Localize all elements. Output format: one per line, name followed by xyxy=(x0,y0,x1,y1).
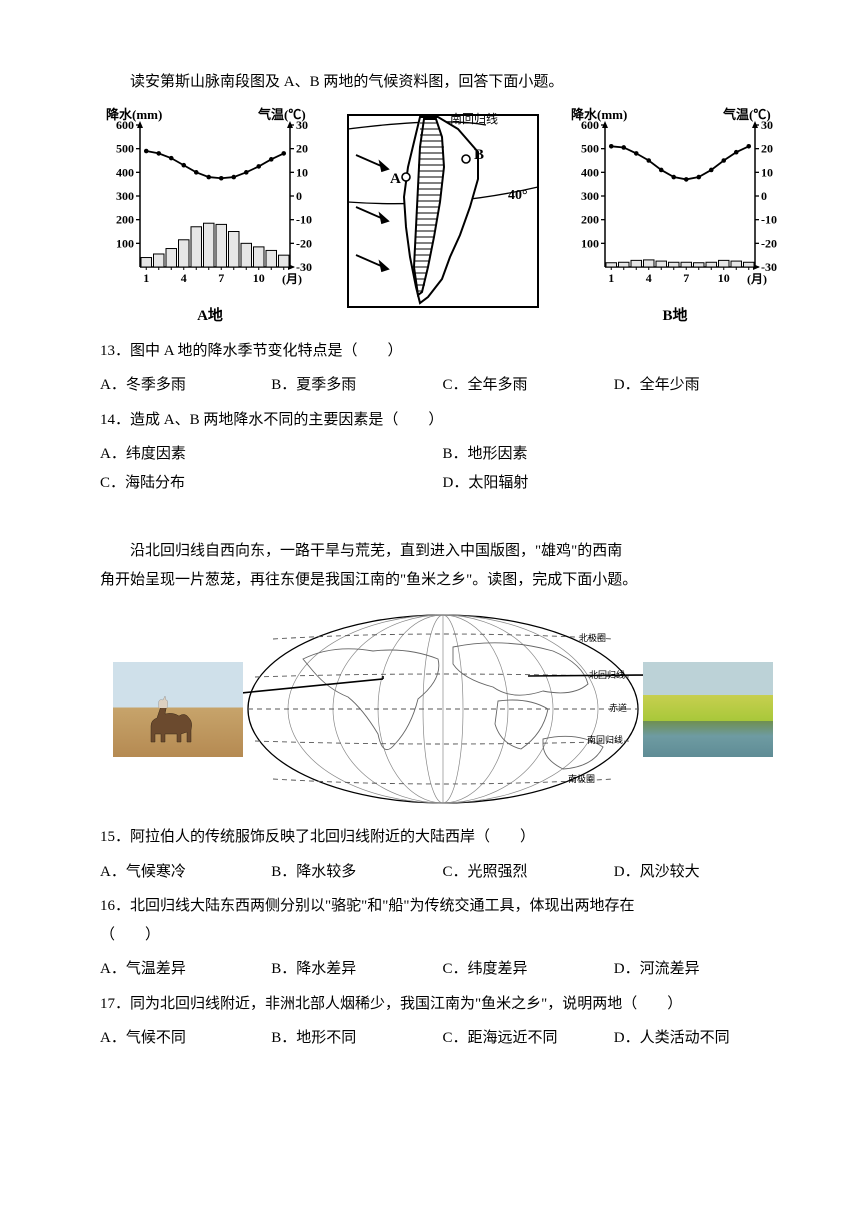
q14-d[interactable]: D．太阳辐射 xyxy=(443,469,786,498)
q13-a[interactable]: A．冬季多雨 xyxy=(100,371,271,400)
q16-stem2: （ ） xyxy=(100,921,785,950)
svg-text:600: 600 xyxy=(581,118,599,132)
svg-text:10: 10 xyxy=(253,271,265,285)
intro-2a: 沿北回归线自西向东，一路干旱与荒芜，直到进入中国版图，"雄鸡"的西南 xyxy=(100,537,785,566)
arctic-label: 北极圈 xyxy=(579,632,606,643)
antarctic-label: 南极圈 xyxy=(568,773,595,784)
svg-text:10: 10 xyxy=(718,271,730,285)
tropic-label: 南回归线 xyxy=(450,111,498,126)
svg-text:500: 500 xyxy=(581,141,599,155)
q16-c[interactable]: C．纬度差异 xyxy=(443,955,614,984)
q17-options: A．气候不同 B．地形不同 C．距海远近不同 D．人类活动不同 xyxy=(100,1024,785,1053)
svg-text:10: 10 xyxy=(296,165,308,179)
equator-label: 赤道 xyxy=(609,702,627,713)
q14-c[interactable]: C．海陆分布 xyxy=(100,469,443,498)
q16-stem: 16．北回归线大陆东西两侧分别以"骆驼"和"船"为传统交通工具，体现出两地存在 xyxy=(100,892,785,921)
intro-2b: 角开始呈现一片葱茏，再往东便是我国江南的"鱼米之乡"。读图，完成下面小题。 xyxy=(100,566,785,595)
svg-text:(月): (月) xyxy=(747,272,767,286)
q13-b[interactable]: B．夏季多雨 xyxy=(271,371,442,400)
q14-b[interactable]: B．地形因素 xyxy=(443,440,786,469)
central-map: 南回归线 40° xyxy=(338,107,548,328)
svg-text:0: 0 xyxy=(761,189,767,203)
svg-text:0: 0 xyxy=(296,189,302,203)
svg-text:降水(mm): 降水(mm) xyxy=(106,107,162,122)
q15-b[interactable]: B．降水较多 xyxy=(271,858,442,887)
river-photo xyxy=(643,662,773,757)
q14-a[interactable]: A．纬度因素 xyxy=(100,440,443,469)
chart-b: 降水(mm)气温(℃)100200300400500600-30-20-1001… xyxy=(565,107,785,331)
q14-options: A．纬度因素 B．地形因素 C．海陆分布 D．太阳辐射 xyxy=(100,440,785,497)
svg-text:20: 20 xyxy=(296,141,308,155)
svg-text:30: 30 xyxy=(761,118,773,132)
svg-text:300: 300 xyxy=(116,189,134,203)
svg-text:-20: -20 xyxy=(761,236,777,250)
svg-text:4: 4 xyxy=(646,271,652,285)
q17-a[interactable]: A．气候不同 xyxy=(100,1024,271,1053)
desert-photo xyxy=(113,662,243,757)
svg-text:1: 1 xyxy=(608,271,614,285)
q17-d[interactable]: D．人类活动不同 xyxy=(614,1024,785,1053)
svg-text:200: 200 xyxy=(581,212,599,226)
svg-text:400: 400 xyxy=(581,165,599,179)
q16-a[interactable]: A．气温差异 xyxy=(100,955,271,984)
camel-icon xyxy=(143,694,203,749)
world-map-svg: 北极圈 北回归线 赤道 南回归线 南极圈 xyxy=(243,609,643,809)
q13-options: A．冬季多雨 B．夏季多雨 C．全年多雨 D．全年少雨 xyxy=(100,371,785,400)
svg-text:10: 10 xyxy=(761,165,773,179)
chart-b-svg: 降水(mm)气温(℃)100200300400500600-30-20-1001… xyxy=(565,107,785,292)
chart-a-name: A地 xyxy=(100,302,320,331)
chart-b-name: B地 xyxy=(565,302,785,331)
q17-c[interactable]: C．距海远近不同 xyxy=(443,1024,614,1053)
svg-text:7: 7 xyxy=(683,271,689,285)
q16-options: A．气温差异 B．降水差异 C．纬度差异 D．河流差异 xyxy=(100,955,785,984)
q16-b[interactable]: B．降水差异 xyxy=(271,955,442,984)
q15-stem: 15．阿拉伯人的传统服饰反映了北回归线附近的大陆西岸（ ） xyxy=(100,823,785,852)
svg-text:(月): (月) xyxy=(282,272,302,286)
svg-text:4: 4 xyxy=(181,271,187,285)
svg-text:1: 1 xyxy=(143,271,149,285)
svg-text:-10: -10 xyxy=(761,212,777,226)
svg-text:300: 300 xyxy=(581,189,599,203)
q17-b[interactable]: B．地形不同 xyxy=(271,1024,442,1053)
svg-text:400: 400 xyxy=(116,165,134,179)
chart-a-svg: 降水(mm)气温(℃)100200300400500600-30-20-1001… xyxy=(100,107,320,292)
world-figure: 北极圈 北回归线 赤道 南回归线 南极圈 xyxy=(100,609,785,809)
q13-stem: 13．图中 A 地的降水季节变化特点是（ ） xyxy=(100,337,785,366)
tropic-s-label: 南回归线 xyxy=(587,734,623,745)
figure-row-1: 降水(mm)气温(℃)100200300400500600-30-20-1001… xyxy=(100,107,785,331)
svg-text:500: 500 xyxy=(116,141,134,155)
svg-text:100: 100 xyxy=(116,236,134,250)
svg-text:20: 20 xyxy=(761,141,773,155)
lat40-label: 40° xyxy=(508,188,528,203)
q15-a[interactable]: A．气候寒冷 xyxy=(100,858,271,887)
svg-text:-10: -10 xyxy=(296,212,312,226)
central-map-svg: 南回归线 40° xyxy=(338,107,548,317)
q15-c[interactable]: C．光照强烈 xyxy=(443,858,614,887)
svg-text:30: 30 xyxy=(296,118,308,132)
q15-options: A．气候寒冷 B．降水较多 C．光照强烈 D．风沙较大 xyxy=(100,858,785,887)
svg-text:600: 600 xyxy=(116,118,134,132)
q15-d[interactable]: D．风沙较大 xyxy=(614,858,785,887)
svg-text:200: 200 xyxy=(116,212,134,226)
q16-d[interactable]: D．河流差异 xyxy=(614,955,785,984)
q14-stem: 14．造成 A、B 两地降水不同的主要因素是（ ） xyxy=(100,406,785,435)
q13-d[interactable]: D．全年少雨 xyxy=(614,371,785,400)
svg-text:100: 100 xyxy=(581,236,599,250)
q17-stem: 17．同为北回归线附近，非洲北部人烟稀少，我国江南为"鱼米之乡"，说明两地（ ） xyxy=(100,990,785,1019)
intro-1: 读安第斯山脉南段图及 A、B 两地的气候资料图，回答下面小题。 xyxy=(100,68,785,97)
svg-text:-20: -20 xyxy=(296,236,312,250)
svg-text:降水(mm): 降水(mm) xyxy=(571,107,627,122)
svg-text:7: 7 xyxy=(218,271,224,285)
point-a: A xyxy=(390,171,401,187)
point-b: B xyxy=(474,147,484,163)
chart-a: 降水(mm)气温(℃)100200300400500600-30-20-1001… xyxy=(100,107,320,331)
q13-c[interactable]: C．全年多雨 xyxy=(443,371,614,400)
